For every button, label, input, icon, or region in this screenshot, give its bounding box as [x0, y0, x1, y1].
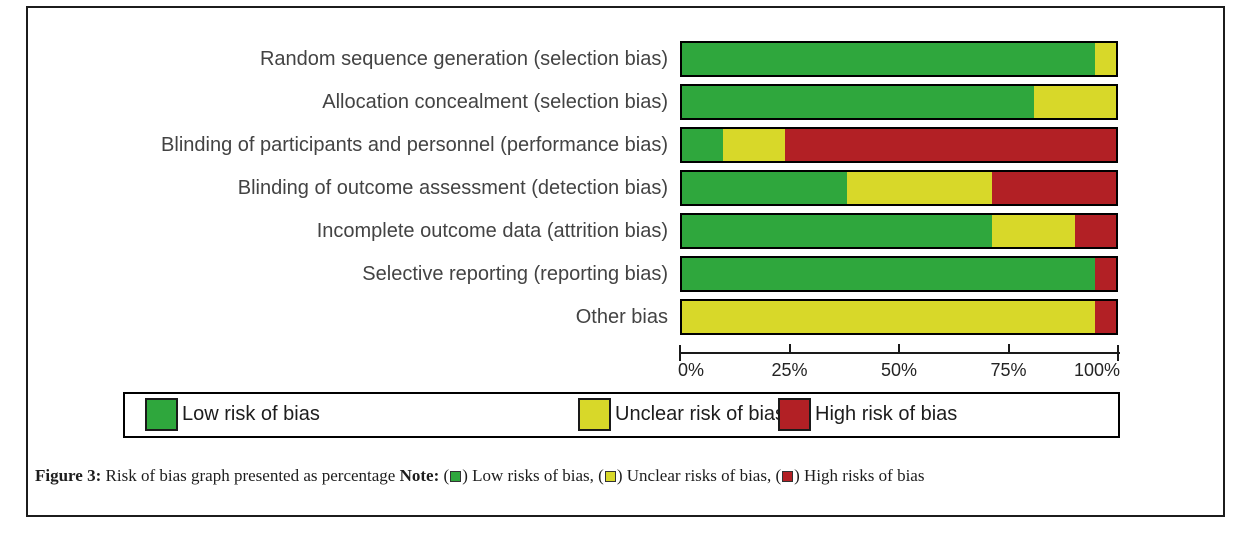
caption-swatch-unclear-risk-icon [604, 471, 616, 482]
caption-note-text: ) High risks of bias [794, 466, 925, 485]
caption-title: Risk of bias graph presented as percenta… [101, 466, 400, 485]
bar-segment-low-risk [682, 258, 1096, 290]
bar-segment-unclear-risk [991, 215, 1075, 247]
bar-row: Selective reporting (reporting bias) [28, 256, 1223, 292]
bar-segment-high-risk [1095, 258, 1116, 290]
x-axis-tick-label: 0% [678, 360, 705, 380]
legend-swatch-high-risk [778, 398, 811, 431]
bar-row: Blinding of participants and personnel (… [28, 127, 1223, 163]
bar-segment-high-risk [1074, 215, 1116, 247]
legend-item-high-risk: High risk of bias [778, 394, 1118, 436]
bar-segment-unclear-risk [723, 129, 786, 161]
caption-note-pre: ( [593, 466, 604, 485]
legend-label: Unclear risk of bias [615, 403, 786, 425]
bar-label: Blinding of outcome assessment (detectio… [237, 177, 668, 199]
caption-note-pre: ( [439, 466, 450, 485]
x-axis-tick-label: 50% [880, 360, 918, 380]
legend-item-low-risk: Low risk of bias [145, 394, 485, 436]
legend-swatch-low-risk [145, 398, 178, 431]
bar-segment-high-risk [991, 172, 1116, 204]
bar-segment-low-risk [682, 43, 1096, 75]
legend-item-unclear-risk: Unclear risk of bias [578, 394, 918, 436]
bar-row: Incomplete outcome data (attrition bias) [28, 213, 1223, 249]
caption-figure-label: Figure 3: [35, 466, 102, 485]
bar-segment-unclear-risk [847, 172, 992, 204]
bar-row: Random sequence generation (selection bi… [28, 41, 1223, 77]
caption-swatch-high-risk-icon [782, 471, 794, 482]
bar-segment-low-risk [682, 215, 992, 247]
x-axis-line [680, 352, 1120, 354]
bar-label: Incomplete outcome data (attrition bias) [316, 220, 668, 242]
legend-swatch-unclear-risk [578, 398, 611, 431]
x-axis-tick-label: 25% [771, 360, 808, 380]
bar-segment-low-risk [682, 129, 724, 161]
bar-label: Selective reporting (reporting bias) [362, 263, 668, 285]
x-axis-tick [1117, 345, 1119, 361]
stacked-bar [680, 127, 1118, 163]
bar-segment-low-risk [682, 172, 848, 204]
bar-segment-unclear-risk [682, 301, 1096, 333]
stacked-bar [680, 299, 1118, 335]
x-axis-tick [1007, 344, 1010, 354]
x-axis-tick [679, 345, 681, 361]
caption-note-label: Note: [399, 466, 440, 485]
stacked-bar [680, 256, 1118, 292]
bar-row: Other bias [28, 299, 1223, 335]
legend-label: Low risk of bias [182, 403, 320, 425]
bar-label: Other bias [575, 306, 668, 328]
caption-note-pre: ( [771, 466, 782, 485]
legend-label: High risk of bias [815, 403, 958, 425]
x-axis-tick [898, 344, 900, 354]
figure-caption: Figure 3: Risk of bias graph presented a… [35, 466, 1200, 486]
stacked-bar [680, 213, 1118, 249]
caption-note-text: ) Unclear risks of bias, [616, 466, 772, 485]
bar-segment-high-risk [1095, 301, 1116, 333]
bar-label: Blinding of participants and personnel (… [161, 134, 668, 156]
stacked-bar [680, 41, 1118, 77]
bar-label: Random sequence generation (selection bi… [259, 48, 668, 70]
caption-swatch-low-risk-icon [450, 471, 462, 482]
bar-segment-high-risk [785, 129, 1116, 161]
bar-row: Blinding of outcome assessment (detectio… [28, 170, 1223, 206]
x-axis-tick-label: 75% [990, 360, 1027, 380]
legend-box: Low risk of bias Unclear risk of bias High… [123, 392, 1120, 438]
bar-segment-low-risk [682, 86, 1034, 118]
figure-border-box: Random sequence generation (selection bi… [26, 6, 1225, 517]
stacked-bar [680, 170, 1118, 206]
x-axis-tick-label: 100% [1073, 360, 1120, 380]
x-axis-tick [788, 344, 791, 354]
caption-note-text: ) Low risks of bias, [462, 466, 594, 485]
bar-segment-unclear-risk [1095, 43, 1116, 75]
bar-segment-unclear-risk [1033, 86, 1116, 118]
bar-row: Allocation concealment (selection bias) [28, 84, 1223, 120]
bar-label: Allocation concealment (selection bias) [322, 91, 668, 113]
stacked-bar [680, 84, 1118, 120]
